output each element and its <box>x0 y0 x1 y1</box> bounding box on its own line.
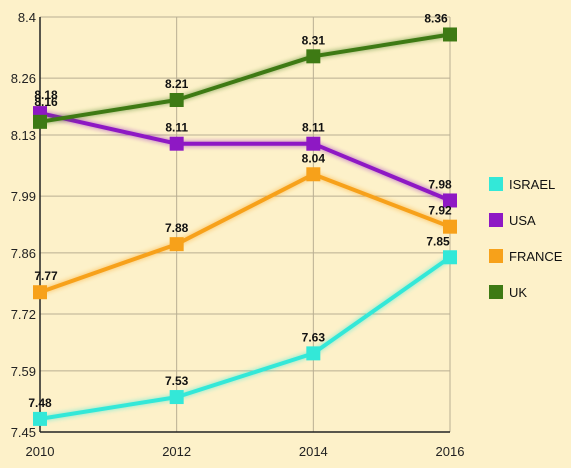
legend-swatch-uk <box>489 285 503 299</box>
x-tick-label: 2016 <box>436 444 465 459</box>
y-tick-label: 7.45 <box>11 425 36 440</box>
data-label-france-2012: 7.88 <box>165 221 189 235</box>
point-usa-2016 <box>443 193 457 208</box>
legend: ISRAEL USA FRANCE UK <box>489 177 563 300</box>
y-tick-label: 8.26 <box>11 71 36 86</box>
series-line-usa <box>39 111 451 203</box>
point-usa-2012 <box>169 136 184 151</box>
y-tick-label: 7.86 <box>11 246 36 261</box>
data-label-usa-2012: 8.11 <box>165 121 188 135</box>
legend-label-uk: UK <box>509 285 527 300</box>
data-label-usa-2010: 8.18 <box>34 88 58 102</box>
legend-swatch-usa <box>489 213 503 227</box>
y-tick-label: 8.13 <box>11 128 36 143</box>
data-label-israel-2016: 7.85 <box>426 234 450 248</box>
point-france-2012 <box>169 237 184 252</box>
point-france-2016 <box>443 219 457 234</box>
series-glow-france <box>39 171 452 296</box>
y-tick-label: 7.59 <box>11 364 36 379</box>
series-group <box>33 27 457 426</box>
y-tick-label: 7.72 <box>11 307 36 322</box>
data-label-israel-2010: 7.48 <box>28 396 52 410</box>
point-israel-2012 <box>169 390 184 405</box>
data-labels: 7.48 7.53 7.63 7.85 8.18 8.11 8.11 7.98 7.77 7.88… <box>28 11 452 409</box>
data-label-france-2010: 7.77 <box>34 269 58 283</box>
point-israel-2010 <box>33 411 47 426</box>
data-label-uk-2012: 8.21 <box>165 77 189 91</box>
point-uk-2014 <box>306 49 321 64</box>
point-israel-2014 <box>306 346 321 361</box>
point-france-2010 <box>33 285 47 300</box>
point-uk-2010 <box>33 114 47 129</box>
series-line-israel <box>39 255 452 421</box>
legend-swatch-israel <box>489 177 503 191</box>
data-label-israel-2012: 7.53 <box>165 374 189 388</box>
data-label-uk-2016: 8.36 <box>424 11 448 25</box>
point-uk-2016 <box>443 27 457 42</box>
series-glow-israel <box>39 254 452 422</box>
axes: 7.45 7.59 7.72 7.86 7.99 8.13 8.26 8.4 2010 2012 2… <box>11 10 465 459</box>
y-tick-label: 8.4 <box>18 10 36 25</box>
legend-label-usa: USA <box>509 213 536 228</box>
series-line-uk <box>39 32 451 124</box>
point-france-2014 <box>306 167 321 182</box>
data-label-france-2016: 7.92 <box>428 204 452 218</box>
legend-label-france: FRANCE <box>509 249 563 264</box>
y-tick-label: 7.99 <box>11 189 36 204</box>
data-label-uk-2014: 8.31 <box>302 33 326 47</box>
data-label-usa-2016: 7.98 <box>428 177 452 191</box>
series-line-france <box>39 172 451 295</box>
data-label-usa-2014: 8.11 <box>302 121 325 135</box>
point-israel-2016 <box>443 250 457 265</box>
point-uk-2012 <box>169 93 184 107</box>
x-tick-label: 2012 <box>162 444 191 459</box>
legend-swatch-france <box>489 249 503 263</box>
x-tick-label: 2010 <box>26 444 55 459</box>
x-tick-label: 2014 <box>299 444 328 459</box>
legend-label-israel: ISRAEL <box>509 177 555 192</box>
data-label-uk-2010: 8.16 <box>34 95 58 109</box>
point-usa-2014 <box>306 136 321 151</box>
data-label-israel-2014: 7.63 <box>302 330 326 344</box>
data-label-france-2014: 8.04 <box>302 151 326 165</box>
